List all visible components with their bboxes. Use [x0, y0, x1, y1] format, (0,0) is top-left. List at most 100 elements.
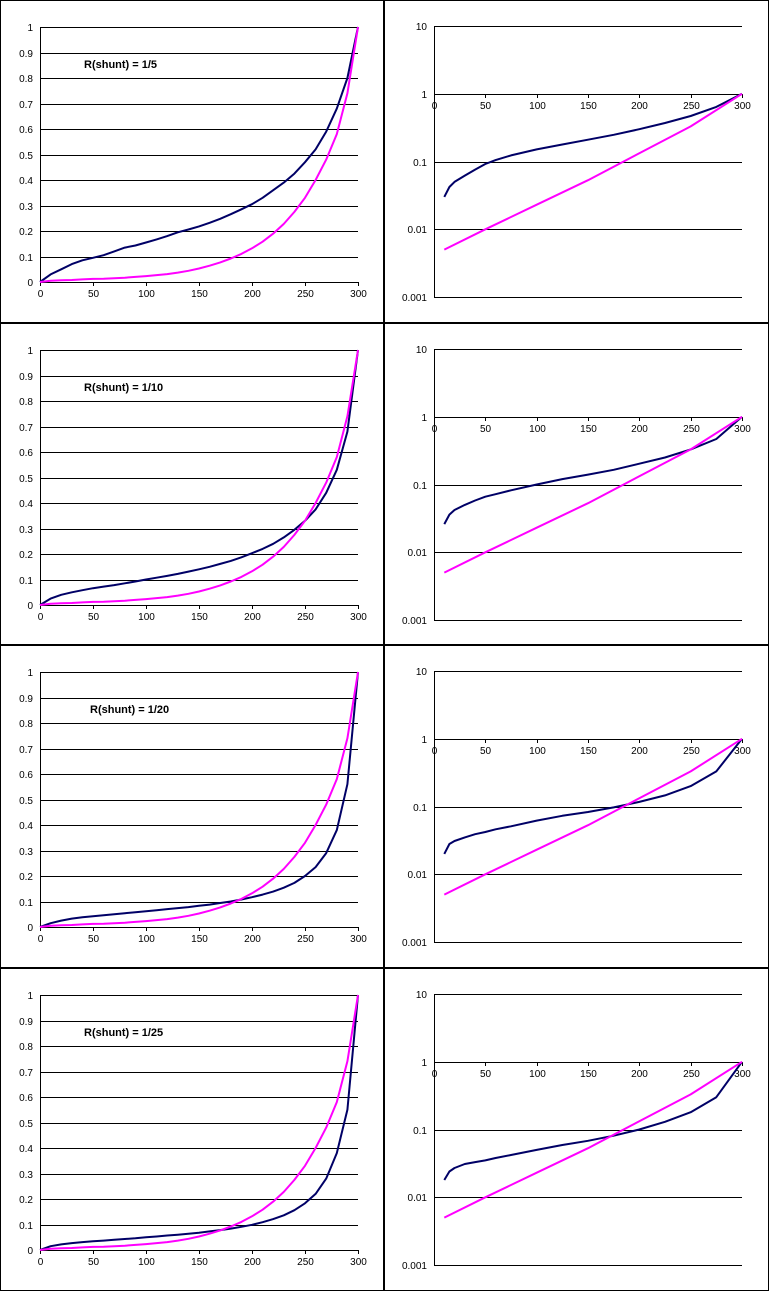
x-tick-label: 300 [734, 424, 751, 435]
series-line-magenta [443, 737, 743, 896]
y-tick-label: 0.001 [402, 616, 427, 627]
x-tick-label: 0 [432, 424, 438, 435]
y-tick-label: 1 [27, 668, 33, 679]
y-tick-label: 0.8 [19, 1042, 33, 1053]
y-tick-label: 0.6 [19, 448, 33, 459]
x-tick-label: 300 [350, 289, 367, 300]
series-line-magenta [39, 994, 359, 1251]
x-tick-label: 250 [297, 1257, 314, 1268]
cell-border [384, 645, 769, 968]
x-tick-label: 0 [432, 746, 438, 757]
cell-border [384, 968, 769, 1291]
x-tick-label: 50 [88, 612, 100, 623]
chart-svg: 0 0.1 0.2 0.3 0.4 0.5 0.6 0.7 0.8 0.9 1 0 50 100 150 20… [0, 968, 384, 1291]
y-tick-label: 0.7 [19, 1068, 33, 1079]
x-tick-label: 200 [244, 289, 261, 300]
x-tick-label: 0 [38, 1257, 44, 1268]
series-line-navy [39, 26, 359, 283]
y-tick-label: 1 [27, 991, 33, 1002]
x-tick-label: 200 [244, 934, 261, 945]
x-tick-label: 300 [350, 934, 367, 945]
log-chart-1: 0.001 0.01 0.1 1 10 0 50 100 150 200 250 300 [384, 0, 769, 323]
y-tick-label: 0 [27, 1246, 33, 1257]
x-tick-label: 300 [734, 101, 751, 112]
y-tick-label: 0.2 [19, 550, 33, 561]
x-tick-label: 250 [297, 934, 314, 945]
series-line-navy [443, 416, 743, 525]
x-tick-label: 200 [631, 1069, 648, 1080]
x-tick-label: 100 [529, 101, 546, 112]
y-tick-label: 0 [27, 923, 33, 934]
y-tick-label: 0.4 [19, 499, 33, 510]
y-tick-label: 0.001 [402, 293, 427, 304]
x-tick-label: 150 [191, 612, 208, 623]
y-tick-label: 0.9 [19, 694, 33, 705]
x-tick-label: 150 [580, 746, 597, 757]
y-tick-label: 0.1 [19, 253, 33, 264]
series-line-magenta [39, 349, 359, 606]
series-line-navy [39, 994, 359, 1251]
x-tick-label: 0 [38, 612, 44, 623]
x-tick-label: 250 [683, 424, 700, 435]
y-tick-label: 0.5 [19, 796, 33, 807]
x-tick-label: 100 [138, 612, 155, 623]
y-tick-label: 0.7 [19, 100, 33, 111]
y-tick-label: 0.9 [19, 1017, 33, 1028]
x-tick-label: 50 [88, 934, 100, 945]
y-tick-label: 0.01 [408, 870, 428, 881]
log-chart-3: 0.001 0.01 0.1 1 10 0 50 100 150 200 250 300 [384, 645, 769, 968]
cell-border [0, 645, 384, 968]
shunt-annotation: R(shunt) = 1/5 [84, 59, 157, 71]
y-tick-label: 0.7 [19, 745, 33, 756]
x-tick-label: 250 [683, 1069, 700, 1080]
series-line-magenta [39, 671, 359, 928]
series-line-magenta [39, 26, 359, 283]
x-tick-label: 0 [432, 101, 438, 112]
y-tick-label: 0.3 [19, 525, 33, 536]
y-tick-label: 0.3 [19, 202, 33, 213]
series-line-magenta [443, 415, 743, 574]
x-tick-label: 100 [529, 746, 546, 757]
cell-border [384, 323, 769, 645]
x-tick-label: 250 [297, 289, 314, 300]
y-tick-label: 0.4 [19, 176, 33, 187]
x-tick-label: 200 [631, 746, 648, 757]
y-tick-label: 0.6 [19, 770, 33, 781]
y-tick-label: 0.1 [413, 481, 427, 492]
y-tick-label: 0 [27, 601, 33, 612]
y-tick-label: 0.01 [408, 225, 428, 236]
x-tick-label: 300 [350, 612, 367, 623]
y-tick-label: 1 [421, 1058, 427, 1069]
y-tick-label: 0 [27, 278, 33, 289]
chart-svg: 0 0.1 0.2 0.3 0.4 0.5 0.6 0.7 0.8 0.9 1 0 50 100 150 20… [0, 0, 384, 323]
series-line-navy [39, 671, 359, 928]
x-tick-label: 50 [88, 289, 100, 300]
x-tick-label: 0 [38, 934, 44, 945]
y-tick-label: 0.9 [19, 49, 33, 60]
y-tick-label: 0.1 [19, 576, 33, 587]
series-line-navy [443, 1061, 743, 1181]
y-tick-label: 1 [421, 413, 427, 424]
x-tick-label: 250 [683, 746, 700, 757]
y-tick-label: 0.9 [19, 372, 33, 383]
y-tick-label: 0.4 [19, 821, 33, 832]
y-tick-label: 1 [421, 90, 427, 101]
y-tick-label: 0.8 [19, 397, 33, 408]
series-line-magenta [443, 92, 743, 251]
y-tick-label: 0.3 [19, 847, 33, 858]
linear-chart-1: 0 0.1 0.2 0.3 0.4 0.5 0.6 0.7 0.8 0.9 1 0 50 100 150 20… [0, 0, 384, 323]
cell-border [384, 0, 769, 323]
series-line-navy [443, 738, 743, 855]
shunt-annotation: R(shunt) = 1/10 [84, 382, 163, 394]
y-tick-label: 0.01 [408, 1193, 428, 1204]
x-tick-label: 50 [480, 424, 492, 435]
y-tick-label: 0.3 [19, 1170, 33, 1181]
x-tick-label: 250 [683, 101, 700, 112]
x-tick-label: 100 [529, 1069, 546, 1080]
chart-svg: 0 0.1 0.2 0.3 0.4 0.5 0.6 0.7 0.8 0.9 1 0 50 100 150 20… [0, 323, 384, 645]
x-tick-label: 300 [734, 1069, 751, 1080]
x-tick-label: 50 [88, 1257, 100, 1268]
y-tick-label: 1 [27, 23, 33, 34]
y-tick-label: 10 [416, 990, 428, 1001]
